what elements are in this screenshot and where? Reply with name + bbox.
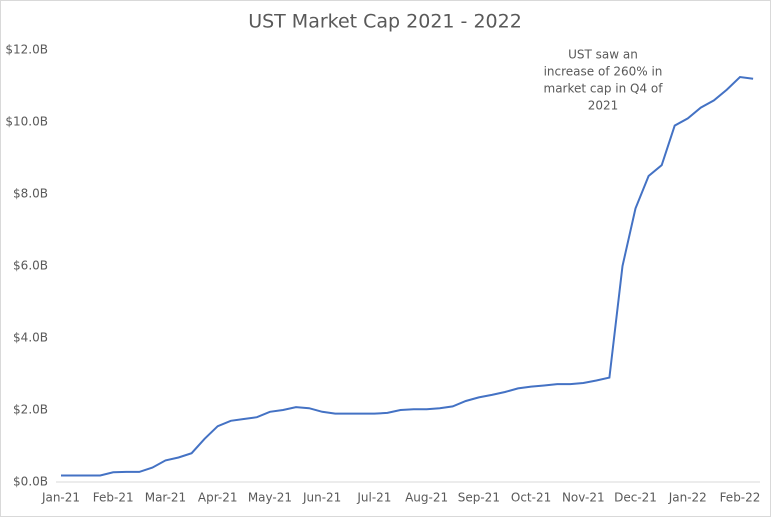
x-tick-label: Nov-21 bbox=[562, 491, 605, 505]
x-tick-label: Dec-21 bbox=[614, 491, 657, 505]
annotation: increase of 260% in bbox=[544, 65, 663, 79]
chart-title: UST Market Cap 2021 - 2022 bbox=[248, 11, 522, 33]
y-tick-label: $2.0B bbox=[13, 403, 48, 417]
x-tick-label: Feb-22 bbox=[720, 491, 761, 505]
annotation: 2021 bbox=[588, 99, 619, 113]
x-tick-label: Apr-21 bbox=[198, 491, 238, 505]
y-tick-label: $8.0B bbox=[13, 187, 48, 201]
y-tick-label: $6.0B bbox=[13, 259, 48, 273]
x-tick-label: Jan-21 bbox=[41, 491, 80, 505]
x-tick-label: Jun-21 bbox=[302, 491, 341, 505]
y-tick-label: $4.0B bbox=[13, 331, 48, 345]
x-tick-label: Jan-22 bbox=[668, 491, 707, 505]
y-tick-label: $10.0B bbox=[5, 115, 48, 129]
line-series bbox=[61, 75, 754, 477]
x-tick-label: Mar-21 bbox=[145, 491, 186, 505]
annotation: UST saw an bbox=[568, 48, 638, 62]
y-tick-label: $0.0B bbox=[13, 475, 48, 489]
x-tick-label: Feb-21 bbox=[93, 491, 134, 505]
x-tick-label: May-21 bbox=[248, 491, 292, 505]
y-tick-label: $12.0B bbox=[5, 43, 48, 57]
annotation: market cap in Q4 of bbox=[544, 82, 664, 96]
x-tick-label: Sep-21 bbox=[458, 491, 500, 505]
x-tick-label: Aug-21 bbox=[405, 491, 448, 505]
x-tick-label: Jul-21 bbox=[356, 491, 391, 505]
x-tick-label: Oct-21 bbox=[511, 491, 551, 505]
